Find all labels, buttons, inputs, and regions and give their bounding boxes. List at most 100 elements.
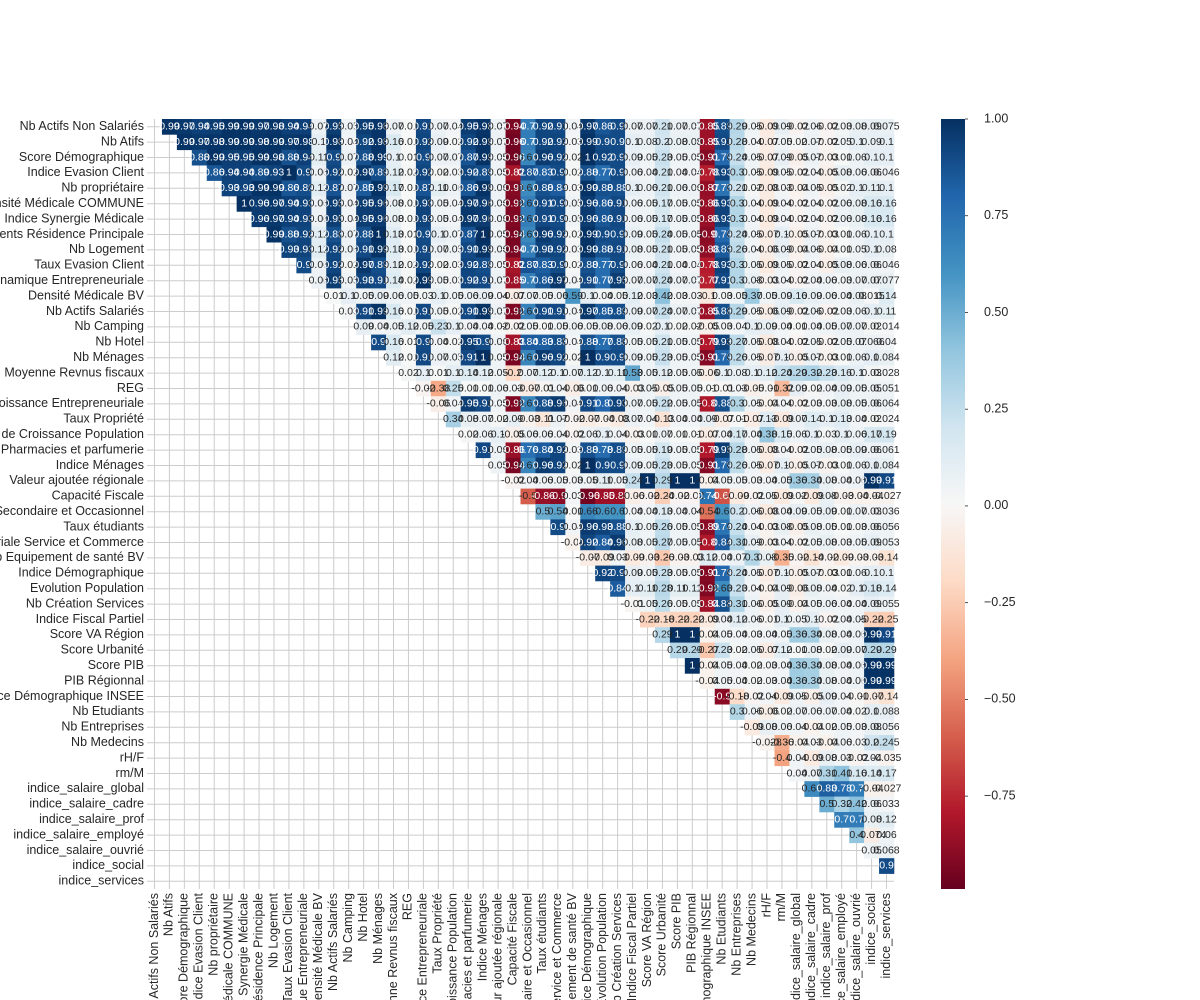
heatmap-cell: [699, 134, 716, 151]
heatmap-cell: [550, 350, 566, 366]
heatmap-cell: [445, 257, 462, 274]
heatmap-cell: [610, 165, 626, 181]
heatmap-cell: [714, 627, 730, 643]
heatmap-cell: [565, 149, 581, 166]
heatmap-cell: [819, 596, 835, 613]
heatmap-cell: [819, 380, 835, 397]
heatmap-cell: [714, 273, 730, 289]
x-tick-label: Nb Hotel: [356, 893, 370, 942]
heatmap-cell: [326, 196, 342, 212]
heatmap-cell: [879, 534, 895, 551]
heatmap-cell: [879, 242, 895, 258]
heatmap-cell: [400, 288, 417, 305]
heatmap-cell: [490, 380, 506, 397]
cell-annotation: 0.14: [876, 290, 897, 302]
y-tick-label: Nb Création Services: [26, 596, 144, 610]
heatmap-cell: [356, 242, 372, 258]
heatmap-cell: [699, 673, 716, 690]
cell-annotation: 0.075: [873, 120, 899, 132]
heatmap-cell: [386, 257, 402, 274]
heatmap-cell: [460, 350, 476, 366]
heatmap-cell: [460, 334, 476, 351]
heatmap-cell: [640, 149, 656, 166]
x-tick-label: Densité Médicale COMMUNE: [221, 893, 235, 1000]
x-tick-label: Taux étudiants: [535, 893, 549, 974]
heatmap-cell: [759, 673, 775, 690]
heatmap-cell: [864, 488, 880, 505]
heatmap-cell: [684, 211, 701, 228]
heatmap-cell: [699, 642, 716, 659]
heatmap-cell: [625, 350, 641, 366]
heatmap-cell: [505, 211, 521, 228]
heatmap-cell: [580, 288, 596, 305]
heatmap-cell: [565, 534, 581, 551]
heatmap-cell: [415, 180, 432, 197]
heatmap-cell: [281, 226, 297, 243]
heatmap-cell: [669, 319, 686, 335]
heatmap-cell: [565, 519, 581, 536]
heatmap-cell: [834, 688, 850, 705]
heatmap-cell: [580, 427, 596, 443]
heatmap-cell: [684, 303, 701, 320]
cell-annotation: 1: [585, 151, 591, 163]
heatmap-cell: [789, 180, 805, 197]
heatmap-cell: [669, 242, 686, 258]
heatmap-cell: [460, 211, 476, 228]
heatmap-cell: [550, 319, 566, 335]
heatmap-cell: [804, 211, 820, 228]
heatmap-cell: [371, 226, 387, 243]
y-tick-label: Valeur ajoutée régionale: [9, 473, 144, 487]
heatmap-cell: [550, 119, 566, 135]
heatmap-cell: [684, 334, 701, 351]
heatmap-cell: [699, 411, 716, 428]
heatmap-cell: [640, 334, 656, 351]
y-tick-label: Evolution Population: [30, 581, 144, 595]
heatmap-cell: [505, 149, 521, 166]
cell-annotation: 0.6: [595, 505, 610, 517]
heatmap-cell: [371, 119, 387, 135]
cell-annotation: 1: [645, 475, 651, 487]
heatmap-cell: [610, 226, 626, 243]
heatmap-cell: [744, 257, 760, 274]
heatmap-cell: [864, 627, 880, 643]
heatmap-cell: [565, 488, 581, 505]
heatmap-cell: [176, 134, 193, 151]
cell-annotation: 0.02: [563, 151, 584, 163]
heatmap-cell: [789, 303, 805, 320]
heatmap-cell: [879, 596, 895, 613]
cell-annotation: 0.1: [879, 136, 894, 148]
heatmap-cell: [699, 211, 716, 228]
y-tick-label: rH/F: [120, 750, 145, 764]
heatmap-cell: [654, 581, 671, 597]
heatmap-cell: [819, 611, 835, 628]
heatmap-cell: [625, 334, 641, 351]
heatmap-cell: [490, 134, 506, 151]
heatmap-cell: [729, 688, 745, 705]
heatmap-cell: [684, 519, 701, 536]
heatmap-cell: [565, 165, 581, 181]
heatmap-cell: [356, 288, 372, 305]
heatmap-cell: [415, 380, 432, 397]
heatmap-cell: [640, 565, 656, 582]
heatmap-cell: [595, 396, 611, 412]
cell-annotation: 0.29: [652, 475, 673, 487]
heatmap-cell: [789, 488, 805, 505]
heatmap-cell: [819, 658, 835, 674]
heatmap-cell: [879, 134, 895, 151]
heatmap-cell: [595, 134, 611, 151]
heatmap-cell: [326, 180, 342, 197]
heatmap-cell: [819, 473, 835, 489]
heatmap-cell: [819, 149, 835, 166]
heatmap-cell: [535, 257, 551, 274]
heatmap-cell: [505, 365, 521, 382]
heatmap-cell: [430, 242, 447, 258]
heatmap-cell: [281, 211, 297, 228]
cell-annotation: 1: [585, 351, 591, 363]
heatmap-cell: [654, 319, 671, 335]
heatmap-cell: [400, 211, 417, 228]
heatmap-cell: [625, 119, 641, 135]
heatmap-cell: [445, 319, 462, 335]
heatmap-cell: [759, 442, 775, 459]
heatmap-cell: [804, 242, 820, 258]
heatmap-cell: [445, 180, 462, 197]
